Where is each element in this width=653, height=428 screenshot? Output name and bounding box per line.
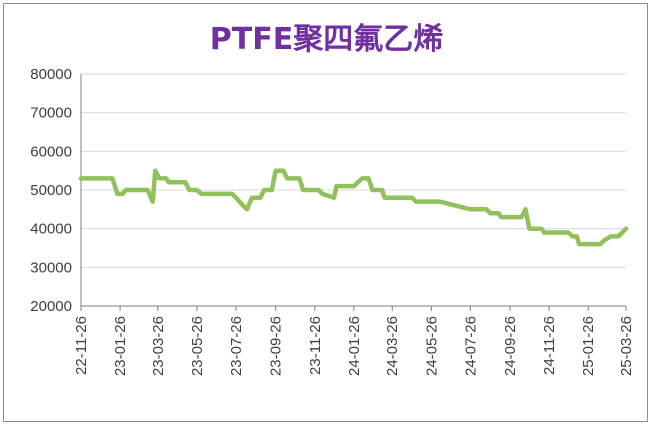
plot-area <box>78 168 629 247</box>
y-tick-label: 80000 <box>30 66 72 83</box>
x-tick-label: 22-11-26 <box>73 316 90 375</box>
x-tick-label: 25-03-26 <box>618 316 635 376</box>
x-tick-label: 23-11-26 <box>307 316 324 375</box>
x-tick-label: 23-05-26 <box>189 316 206 376</box>
x-tick-label: 24-09-26 <box>502 316 519 376</box>
chart-frame <box>3 3 648 422</box>
x-tick-label: 23-03-26 <box>150 316 167 376</box>
y-tick-label: 50000 <box>30 182 72 199</box>
x-tick-label: 23-07-26 <box>228 316 245 376</box>
y-tick-label: 70000 <box>30 105 72 122</box>
x-tick-label: 24-03-26 <box>384 316 401 376</box>
y-tick-label: 30000 <box>30 259 72 276</box>
x-tick-label: 25-01-26 <box>580 316 597 376</box>
x-tick-label: 23-09-26 <box>268 316 285 376</box>
x-tick-label: 24-07-26 <box>462 316 479 376</box>
x-tick-label: 24-01-26 <box>346 316 363 376</box>
x-tick-label: 23-01-26 <box>112 316 129 376</box>
y-tick-label: 40000 <box>30 221 72 238</box>
series-line <box>78 168 629 247</box>
x-tick-label: 24-11-26 <box>541 316 558 375</box>
y-tick-label: 20000 <box>30 298 72 315</box>
x-axis: 22-11-26 23-01-26 23-03-26 23-05-26 23-07-26… <box>73 305 635 376</box>
gridlines <box>81 73 626 268</box>
x-tick-label: 24-05-26 <box>423 316 440 376</box>
y-axis: 20000 30000 40000 50000 60000 70000 80000 <box>30 66 82 315</box>
y-tick-label: 60000 <box>30 143 72 160</box>
chart-title: PTFE聚四氟乙烯 <box>209 22 444 57</box>
